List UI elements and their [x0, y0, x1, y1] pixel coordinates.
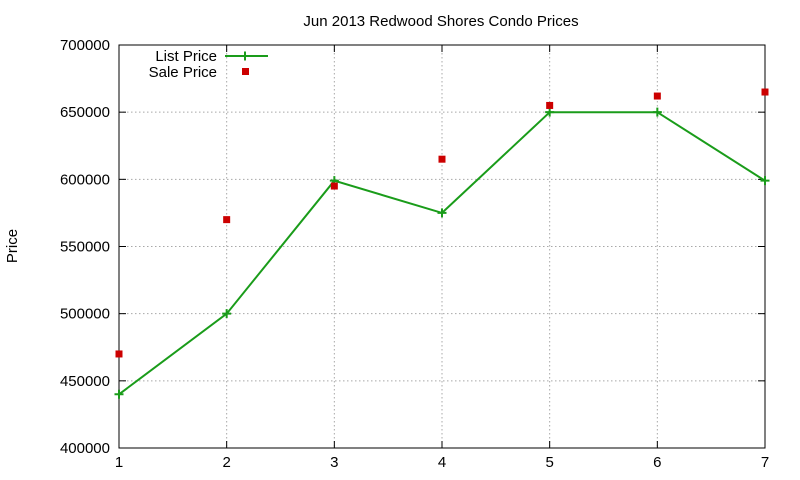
list-price-point — [114, 389, 124, 399]
y-axis-label: Price — [4, 229, 21, 263]
x-tick-label: 3 — [330, 454, 338, 471]
sale-price-point — [115, 350, 123, 358]
grid — [119, 45, 765, 448]
sale-price-point — [546, 101, 554, 109]
y-axis-ticks: 400000 450000 500000 550000 600000 650000 7000… — [60, 37, 765, 457]
y-tick-label: 400000 — [60, 440, 110, 457]
list-price-point — [760, 176, 770, 186]
y-tick-label: 450000 — [60, 373, 110, 390]
legend-label-list-price: List Price — [155, 48, 217, 65]
legend: List Price Sale Price — [149, 48, 268, 81]
y-tick-label: 650000 — [60, 104, 110, 121]
x-tick-label: 1 — [115, 454, 123, 471]
x-tick-label: 5 — [545, 454, 553, 471]
list-price-point — [652, 107, 662, 117]
plot-frame — [118, 44, 766, 449]
list-price-point — [437, 208, 447, 218]
y-tick-label: 600000 — [60, 171, 110, 188]
list-price-point — [545, 107, 555, 117]
x-tick-label: 6 — [653, 454, 661, 471]
y-tick-label: 500000 — [60, 306, 110, 323]
sale-price-point — [761, 88, 769, 96]
y-tick-label: 700000 — [60, 37, 110, 54]
legend-marker-sale-price — [242, 68, 249, 75]
y-tick-label: 550000 — [60, 239, 110, 256]
list-price-point — [222, 309, 232, 319]
sale-price-point — [223, 216, 231, 224]
x-tick-label: 4 — [438, 454, 446, 471]
series-layer — [114, 88, 770, 399]
legend-label-sale-price: Sale Price — [149, 64, 217, 81]
x-tick-label: 7 — [761, 454, 769, 471]
x-tick-label: 2 — [222, 454, 230, 471]
sale-price-point — [330, 182, 338, 190]
sale-price-point — [438, 155, 446, 163]
chart-title: Jun 2013 Redwood Shores Condo Prices — [303, 13, 578, 30]
legend-marker-list-price — [240, 51, 250, 61]
sale-price-point — [653, 92, 661, 100]
